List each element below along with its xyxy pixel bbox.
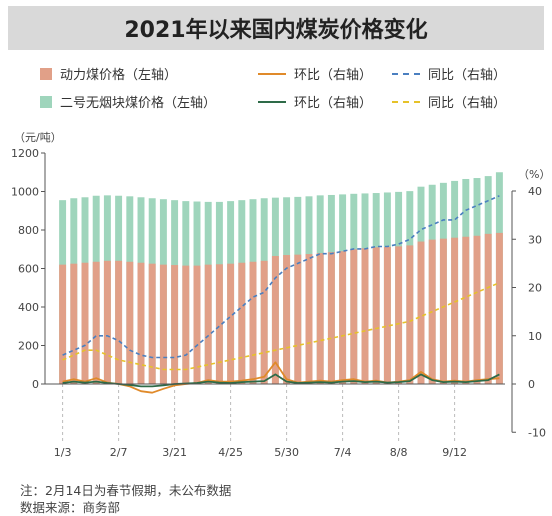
left-axis-tick-label: 1000 — [11, 186, 39, 199]
bar-thermal-coal — [249, 261, 257, 384]
left-axis-tick-label: 400 — [18, 301, 39, 314]
bar-thermal-coal — [204, 264, 212, 384]
bar-thermal-coal — [59, 264, 67, 384]
left-axis-tick-label: 200 — [18, 340, 39, 353]
legend-swatch-thermal-coal — [40, 67, 52, 80]
bar-thermal-coal — [395, 246, 403, 384]
legend-label-green: 环比（右轴） — [294, 96, 373, 111]
x-axis-tick-label: 5/30 — [274, 446, 299, 459]
bar-thermal-coal — [271, 255, 279, 384]
legend-label-anthracite: 二号无烟块煤价格（左轴） — [60, 96, 217, 111]
bar-thermal-coal — [283, 255, 291, 384]
chart-title: 2021年以来国内煤炭价格变化 — [124, 18, 428, 43]
legend-label-thermal-coal: 动力煤价格（左轴） — [60, 68, 178, 83]
legend-label-orange: 环比（右轴） — [294, 68, 373, 83]
right-axis-tick-label: 0 — [528, 378, 535, 391]
bar-thermal-coal — [115, 260, 123, 384]
bar-thermal-coal — [171, 265, 179, 384]
bar-thermal-coal — [260, 260, 268, 384]
bar-thermal-coal — [92, 261, 100, 384]
bar-thermal-coal — [103, 260, 111, 384]
line-series-yellow — [62, 281, 500, 371]
chart-axes: 0 200 400 600 800 1000 1200 -10 0 10 20 30 40 1/3 2/7 3… — [11, 147, 546, 459]
right-axis-tick-label: 20 — [528, 282, 542, 295]
chart-canvas: （元/吨） （%） 0 200 400 600 800 1000 1200 -10 0 10 20 3… — [11, 131, 550, 459]
bar-thermal-coal — [159, 264, 167, 384]
bar-thermal-coal — [451, 237, 459, 384]
left-axis-tick-label: 0 — [32, 378, 39, 391]
legend-swatch-blue — [392, 72, 420, 75]
legend-item-thermal-coal: 动力煤价格（左轴） — [40, 64, 177, 83]
footnote-source: 数据来源：商务部 — [20, 500, 121, 515]
legend-swatch-green — [258, 100, 286, 103]
bar-thermal-coal — [439, 238, 447, 384]
left-axis-tick-label: 1200 — [11, 147, 39, 160]
right-axis-tick-label: 40 — [528, 185, 542, 198]
chart-title-bar: 2021年以来国内煤炭价格变化 — [8, 6, 544, 50]
bar-thermal-coal — [372, 247, 380, 384]
left-axis-tick-label: 600 — [18, 263, 39, 276]
x-axis-tick-label: 3/21 — [162, 446, 187, 459]
bar-thermal-coal — [193, 265, 201, 384]
legend-item-orange: 环比（右轴） — [258, 64, 372, 83]
legend-swatch-anthracite — [40, 95, 52, 108]
chart-lines — [62, 195, 500, 394]
x-axis-tick-label: 2/7 — [110, 446, 128, 459]
line-series-green — [62, 373, 500, 388]
x-axis-tick-label: 9/12 — [442, 446, 467, 459]
left-axis-tick-label: 800 — [18, 224, 39, 237]
left-axis-unit: （元/吨） — [14, 131, 62, 144]
legend-swatch-orange — [258, 72, 286, 75]
bar-thermal-coal — [417, 241, 425, 384]
right-axis-unit: （%） — [518, 168, 550, 181]
chart-bars — [59, 172, 503, 384]
x-axis-tick-label: 1/3 — [54, 446, 72, 459]
bar-thermal-coal — [137, 262, 145, 384]
bar-thermal-coal — [361, 248, 369, 384]
chart-grid — [62, 384, 456, 442]
bar-thermal-coal — [327, 252, 335, 384]
bar-thermal-coal — [383, 246, 391, 384]
bar-thermal-coal — [70, 263, 78, 384]
legend: 动力煤价格（左轴） 二号无烟块煤价格（左轴） 环比（右轴） 环比（右轴） 同比（… — [0, 60, 552, 120]
bar-thermal-coal — [126, 261, 134, 384]
x-axis-tick-label: 8/8 — [390, 446, 408, 459]
bar-thermal-coal — [339, 251, 347, 384]
legend-item-green: 环比（右轴） — [258, 92, 372, 111]
bar-thermal-coal — [148, 263, 156, 384]
x-axis-tick-label: 7/4 — [334, 446, 352, 459]
bar-thermal-coal — [81, 262, 89, 384]
bar-thermal-coal — [305, 254, 313, 384]
right-axis-tick-label: 10 — [528, 330, 542, 343]
bar-thermal-coal — [473, 235, 481, 384]
bar-thermal-coal — [215, 264, 223, 384]
bar-thermal-coal — [484, 233, 492, 384]
bar-thermal-coal — [294, 254, 302, 384]
x-axis-tick-label: 4/25 — [218, 446, 243, 459]
legend-item-yellow: 同比（右轴） — [392, 92, 506, 111]
legend-label-yellow: 同比（右轴） — [428, 96, 507, 111]
bar-thermal-coal — [238, 262, 246, 384]
bar-thermal-coal — [462, 236, 470, 384]
bar-thermal-coal — [350, 249, 358, 384]
bar-thermal-coal — [495, 232, 503, 384]
right-axis-tick-label: -10 — [528, 426, 546, 439]
line-series-blue — [62, 195, 500, 359]
legend-item-blue: 同比（右轴） — [392, 64, 506, 83]
legend-label-blue: 同比（右轴） — [428, 68, 507, 83]
legend-swatch-yellow — [392, 100, 420, 103]
bar-thermal-coal — [182, 265, 190, 384]
bar-thermal-coal — [406, 245, 414, 384]
footnote-note: 注：2月14日为春节假期，未公布数据 — [20, 483, 232, 498]
bar-thermal-coal — [316, 253, 324, 384]
bar-thermal-coal — [227, 263, 235, 384]
legend-item-anthracite: 二号无烟块煤价格（左轴） — [40, 92, 216, 111]
right-axis-tick-label: 30 — [528, 233, 542, 246]
line-series-orange — [62, 361, 500, 394]
